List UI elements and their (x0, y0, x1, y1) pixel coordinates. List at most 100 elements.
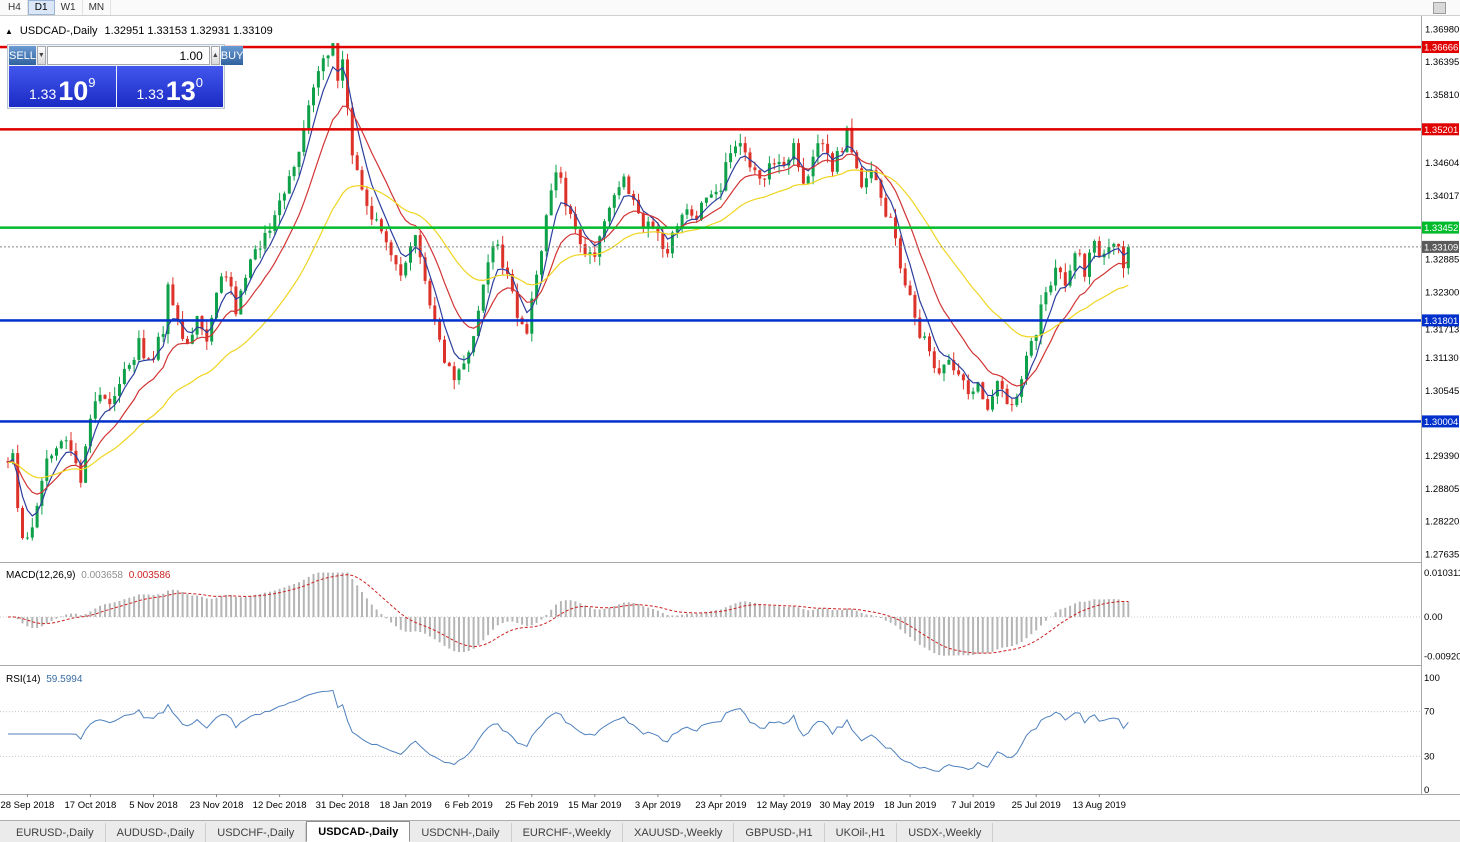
chart-tab-gbpusd[interactable]: GBPUSD-,H1 (734, 823, 825, 842)
chart-ohlc-values: 1.32951 1.33153 1.32931 1.33109 (104, 25, 273, 37)
svg-text:1.36395: 1.36395 (1425, 57, 1459, 68)
price-tag (1422, 240, 1459, 253)
chart-tab-eurusd[interactable]: EURUSD-,Daily (5, 823, 106, 842)
svg-text:30: 30 (1424, 751, 1435, 762)
chart-window: 1.36980 1.36395 1.35810 1.34604 1.34017 1.328… (0, 16, 1460, 820)
price-tag (1422, 41, 1459, 53)
one-click-trading-panel: SELL ▼ ▲ BUY 1.33 10 9 1.33 13 0 (7, 44, 244, 109)
chart-tab-usdcad[interactable]: USDCAD-,Daily (306, 821, 411, 842)
level-line-1.36666[interactable] (0, 45, 1421, 49)
chart-tab-usdx[interactable]: USDX-,Weekly (897, 823, 994, 842)
svg-text:70: 70 (1424, 707, 1435, 718)
svg-text:1.33109: 1.33109 (1424, 242, 1458, 253)
svg-text:1.34017: 1.34017 (1425, 191, 1459, 202)
macd-name: MACD(12,26,9) (6, 570, 76, 581)
chart-tab-ukoil[interactable]: UKOil-,H1 (825, 823, 898, 842)
svg-text:6 Feb 2019: 6 Feb 2019 (445, 800, 493, 811)
rsi-value: 59.5994 (46, 674, 83, 685)
svg-text:28 Sep 2018: 28 Sep 2018 (0, 800, 54, 811)
svg-text:0: 0 (1424, 785, 1429, 796)
svg-text:18 Jun 2019: 18 Jun 2019 (884, 800, 936, 811)
chart-tab-usdchf[interactable]: USDCHF-,Daily (206, 823, 307, 842)
svg-text:1.31130: 1.31130 (1425, 353, 1459, 364)
level-line-1.35201[interactable] (0, 128, 1421, 131)
svg-text:3 Apr 2019: 3 Apr 2019 (635, 800, 681, 811)
svg-text:25 Feb 2019: 25 Feb 2019 (505, 800, 558, 811)
svg-text:18 Jan 2019: 18 Jan 2019 (380, 800, 432, 811)
sell-price-button[interactable]: 1.33 10 9 (9, 66, 116, 107)
lot-size-input[interactable] (46, 46, 210, 65)
svg-text:23 Apr 2019: 23 Apr 2019 (695, 800, 746, 811)
price-tag (1422, 415, 1459, 428)
lot-increase-button[interactable]: ▲ (210, 46, 220, 65)
chart-tab-eurchf[interactable]: EURCHF-,Weekly (512, 823, 623, 842)
timeframe-button-mn[interactable]: MN (83, 0, 112, 15)
price-tag (1422, 221, 1459, 234)
svg-text:1.35810: 1.35810 (1425, 90, 1459, 101)
svg-text:1.36666: 1.36666 (1424, 43, 1458, 54)
svg-text:1.31801: 1.31801 (1424, 316, 1458, 327)
svg-text:1.30545: 1.30545 (1425, 386, 1459, 397)
level-line-1.30004[interactable] (0, 420, 1421, 423)
svg-text:1.34604: 1.34604 (1425, 158, 1459, 169)
sell-price-pips: 10 (58, 76, 89, 106)
sell-price-point: 9 (88, 75, 96, 90)
buy-price-pips: 13 (165, 76, 196, 106)
svg-text:31 Dec 2018: 31 Dec 2018 (316, 800, 370, 811)
svg-text:1.27635: 1.27635 (1425, 550, 1459, 561)
svg-text:23 Nov 2018: 23 Nov 2018 (190, 800, 244, 811)
timeframe-button-w1[interactable]: W1 (55, 0, 83, 15)
sell-button[interactable]: SELL (9, 46, 36, 65)
svg-text:1.33452: 1.33452 (1424, 223, 1458, 234)
moving-average-13-line (7, 105, 1129, 495)
macd-signal-line (7, 574, 1129, 654)
time-axis[interactable] (0, 795, 1460, 820)
macd-indicator-label: MACD(12,26,9) 0.003658 0.003586 (6, 570, 173, 581)
chart-tab-xauusd[interactable]: XAUUSD-,Weekly (623, 823, 735, 842)
timeframe-button-d1[interactable]: D1 (27, 0, 55, 15)
chart-tabs-bar: EURUSD-,Daily AUDUSD-,Daily USDCHF-,Daily U… (0, 820, 1460, 842)
chart-canvas[interactable]: 1.36980 1.36395 1.35810 1.34604 1.34017 1.328… (0, 16, 1460, 820)
buy-button[interactable]: BUY (220, 46, 244, 65)
chart-symbol-label: USDCAD-,Daily (19, 25, 98, 37)
svg-text:12 Dec 2018: 12 Dec 2018 (253, 800, 307, 811)
chart-tab-audusd[interactable]: AUDUSD-,Daily (106, 823, 207, 842)
level-line-1.31801[interactable] (0, 319, 1421, 322)
rsi-pane (0, 689, 1421, 772)
buy-price-button[interactable]: 1.33 13 0 (116, 66, 223, 107)
svg-text:13 Aug 2019: 13 Aug 2019 (1073, 800, 1126, 811)
price-tag (1422, 314, 1459, 327)
svg-text:17 Oct 2018: 17 Oct 2018 (65, 800, 117, 811)
macd-pane (0, 572, 1421, 656)
svg-text:5 Nov 2018: 5 Nov 2018 (129, 800, 178, 811)
svg-text:1.28220: 1.28220 (1425, 517, 1459, 528)
rsi-indicator-label: RSI(14) 59.5994 (6, 674, 85, 685)
buy-price-prefix: 1.33 (136, 86, 164, 102)
price-axis[interactable] (1422, 16, 1460, 794)
buy-price-point: 0 (195, 75, 204, 90)
macd-value: 0.003658 (81, 570, 123, 581)
macd-signal-value: 0.003586 (128, 570, 171, 581)
timeframe-button-h4[interactable]: H4 (2, 0, 28, 15)
window-restore-button[interactable] (1433, 2, 1446, 14)
svg-text:1.30004: 1.30004 (1424, 417, 1458, 428)
svg-text:7 Jul 2019: 7 Jul 2019 (951, 800, 995, 811)
level-line-1.33452[interactable] (0, 226, 1421, 229)
one-click-panel-toggle-icon[interactable]: ▲ (5, 26, 13, 36)
chart-title: ▲ USDCAD-,Daily 1.32951 1.33153 1.32931 … (5, 25, 273, 37)
svg-text:30 May 2019: 30 May 2019 (820, 800, 875, 811)
moving-average-5-line (7, 65, 1129, 517)
svg-text:0.00: 0.00 (1424, 612, 1443, 623)
svg-text:1.29390: 1.29390 (1425, 451, 1459, 462)
svg-text:100: 100 (1424, 673, 1440, 684)
svg-text:1.36980: 1.36980 (1425, 24, 1459, 35)
sell-price-prefix: 1.33 (28, 86, 57, 102)
lot-decrease-button[interactable]: ▼ (36, 46, 46, 65)
svg-text:25 Jul 2019: 25 Jul 2019 (1012, 800, 1061, 811)
svg-text:1.28805: 1.28805 (1425, 484, 1459, 495)
rsi-name: RSI(14) (6, 674, 41, 685)
svg-text:-0.00920: -0.00920 (1424, 651, 1460, 662)
svg-text:1.32885: 1.32885 (1425, 254, 1459, 265)
svg-text:1.35201: 1.35201 (1424, 125, 1458, 136)
chart-tab-usdcnh[interactable]: USDCNH-,Daily (410, 823, 512, 842)
